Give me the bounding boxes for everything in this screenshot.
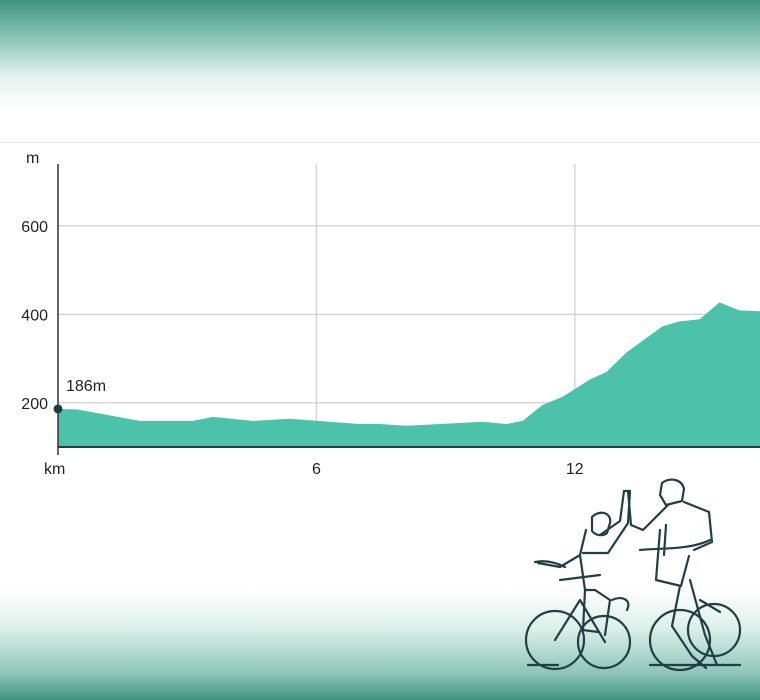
cyclists-illustration-icon bbox=[524, 478, 742, 672]
divider-line bbox=[0, 142, 760, 143]
elevation-area bbox=[58, 302, 760, 447]
x-axis-unit-label: km bbox=[44, 461, 65, 478]
y-tick-label: 400 bbox=[21, 307, 48, 324]
x-tick-label: 12 bbox=[566, 461, 584, 478]
bottom-gradient-band bbox=[0, 590, 760, 700]
y-tick-label: 600 bbox=[21, 219, 48, 236]
y-axis-unit-label: m bbox=[26, 150, 39, 167]
start-point-marker[interactable] bbox=[53, 404, 63, 414]
y-tick-label: 200 bbox=[21, 396, 48, 413]
top-gradient-band bbox=[0, 0, 760, 110]
start-elevation-label: 186m bbox=[66, 378, 106, 395]
x-tick-label: 6 bbox=[312, 461, 321, 478]
